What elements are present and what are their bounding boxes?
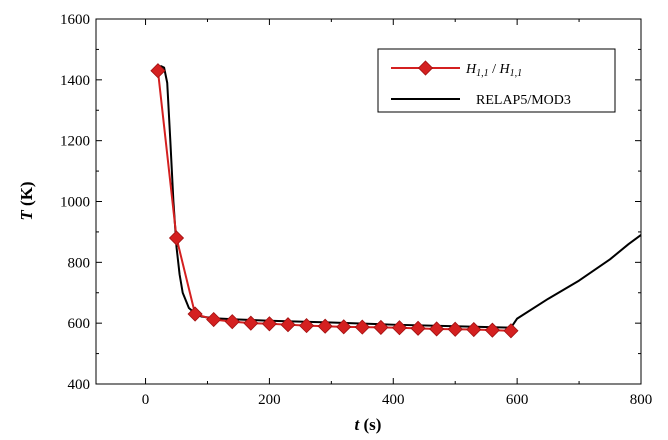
series-h11-marker (503, 323, 519, 339)
x-tick-labels: 0 200 400 600 800 (142, 392, 652, 408)
series-h11-marker (317, 318, 333, 334)
series-h11-marker (373, 319, 389, 335)
series-h11-marker (261, 316, 277, 332)
series-h11-marker (168, 230, 185, 246)
series-h11-marker (187, 306, 203, 322)
x-tick-label: 800 (630, 392, 653, 408)
series-h11-marker (336, 319, 352, 335)
series-h11-marker (224, 314, 240, 330)
series-h11-marker (429, 321, 445, 337)
y-axis-label: T (K) (17, 181, 36, 220)
x-axis-label: t (s) (355, 415, 382, 434)
series-h11-marker (391, 320, 408, 336)
series-h11-marker (466, 321, 482, 338)
series-h11-marker (206, 311, 222, 328)
legend-marker-diamond (417, 60, 434, 76)
legend-box (377, 48, 616, 113)
y-tick-label: 1600 (60, 12, 90, 28)
y-tick-label: 600 (68, 316, 91, 332)
series-h11-marker (484, 322, 500, 338)
series-layer (150, 63, 642, 339)
x-tick-label: 600 (506, 392, 529, 408)
legend-label-series-2: RELAP5/MOD3 (476, 93, 571, 108)
series-h11-marker (150, 63, 166, 79)
series-h11-marker (354, 319, 370, 335)
axis-ticks (96, 18, 642, 385)
y-tick-label: 1000 (60, 195, 90, 211)
series-h11-marker (243, 315, 259, 331)
x-tick-label: 200 (258, 392, 281, 408)
series-h11-marker (299, 318, 315, 334)
y-tick-label: 800 (68, 255, 91, 271)
y-tick-labels: 400 600 800 1000 1200 1400 1600 (60, 12, 90, 393)
x-tick-label: 400 (382, 392, 405, 408)
y-tick-label: 1200 (60, 134, 90, 150)
x-tick-label: 0 (142, 392, 150, 408)
series-h11-marker (410, 320, 426, 336)
legend: H1,1 / H1,1 RELAP5/MOD3 (377, 48, 616, 113)
legend-label-series-1: H1,1 / H1,1 (465, 62, 522, 79)
series-h11-marker (280, 317, 296, 333)
y-tick-label: 1400 (60, 73, 90, 89)
series-h11-marker (447, 321, 463, 337)
y-tick-label: 400 (68, 377, 91, 393)
